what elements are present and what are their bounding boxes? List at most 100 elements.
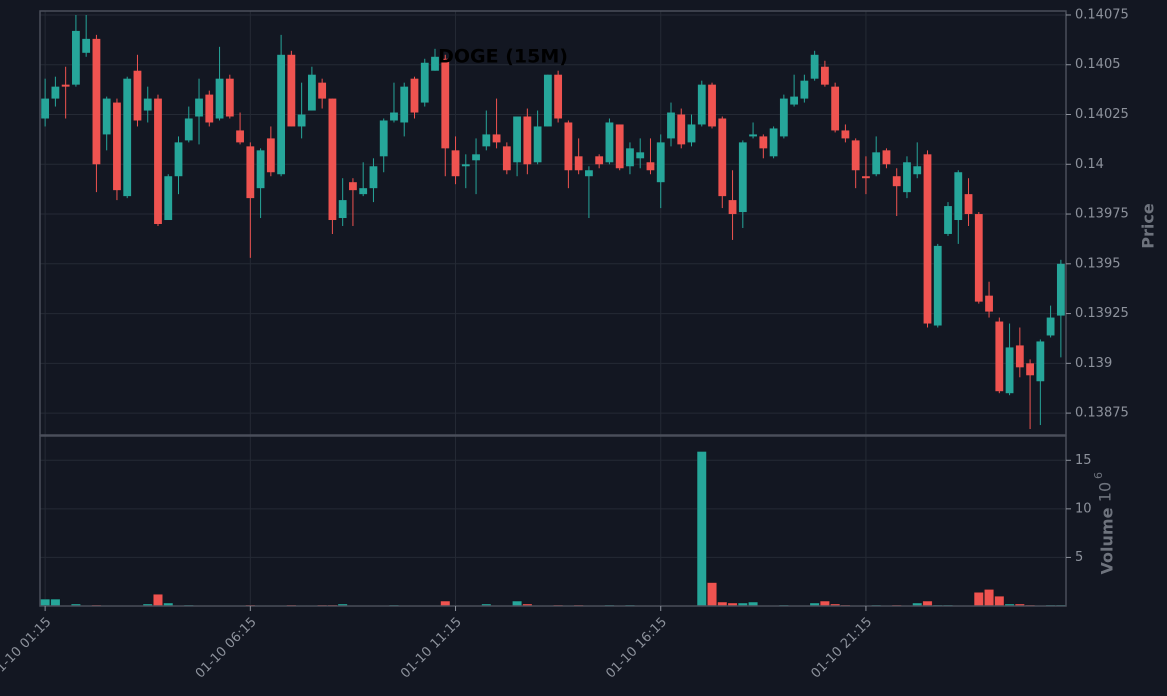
candle-body <box>595 156 604 165</box>
volume-bar <box>984 589 994 607</box>
candle-body <box>964 194 973 215</box>
candle-body <box>995 321 1004 392</box>
candle-body <box>92 38 101 165</box>
candle-body <box>41 98 50 119</box>
candle-body <box>410 78 419 113</box>
candle-body <box>687 124 696 143</box>
candle-body <box>523 116 532 165</box>
candle-body <box>636 152 645 159</box>
volume-offset-exponent: 6 <box>1092 472 1105 479</box>
candle-body <box>400 86 409 123</box>
candle-body <box>708 84 716 127</box>
candle-body <box>133 70 142 121</box>
candle-body <box>143 98 152 111</box>
candle-body <box>810 54 819 79</box>
candle-body <box>307 74 316 111</box>
candle-body <box>236 130 244 143</box>
candle-body <box>256 150 265 189</box>
candle-body <box>1036 341 1045 382</box>
candle-body <box>574 156 583 171</box>
candle-body <box>451 150 460 177</box>
y-axis-label: Price <box>1139 203 1158 249</box>
volume-bar <box>40 598 50 607</box>
candle-body <box>882 150 891 165</box>
candle-body <box>615 124 624 169</box>
candle-body <box>51 86 60 99</box>
y-tick-label: 0.1395 <box>1075 256 1121 271</box>
volume-axis-label: Volume <box>1098 507 1117 574</box>
candle-body <box>841 130 850 139</box>
candle-body <box>1046 317 1055 336</box>
x-tick-label: 01-10 06:15 <box>193 615 260 682</box>
candle-body <box>892 176 901 187</box>
candle-body <box>759 136 768 149</box>
volume-bar <box>973 592 984 607</box>
candle-body <box>862 176 870 179</box>
volume-bar <box>153 594 163 607</box>
candle-body <box>164 176 173 221</box>
grid <box>40 11 1066 606</box>
candle-body <box>903 162 911 193</box>
candle-body <box>431 56 439 71</box>
candle-body <box>656 142 665 183</box>
candle-body <box>502 146 511 171</box>
marks <box>40 14 1066 607</box>
candle-body <box>195 98 203 117</box>
volume-tick-label: 10 <box>1075 501 1092 516</box>
x-tick-label: 01-10 11:15 <box>398 615 465 682</box>
volume-tick-label: 15 <box>1075 453 1092 468</box>
candle-body <box>184 118 193 141</box>
chart-title: DOGE (15M) <box>438 46 568 68</box>
candle-body <box>923 154 932 324</box>
candle-body <box>543 74 552 127</box>
candle-body <box>72 30 80 85</box>
candle-body <box>390 112 398 121</box>
candle-body <box>944 206 952 234</box>
candle-body <box>338 200 347 219</box>
candle-body <box>738 142 747 213</box>
y-tick-label: 0.1405 <box>1075 57 1121 72</box>
candle-body <box>985 295 993 312</box>
candle-body <box>790 96 799 105</box>
candle-body <box>277 54 286 175</box>
candle-body <box>1015 345 1024 368</box>
candle-body <box>328 98 337 221</box>
candle-body <box>369 166 378 189</box>
candle-body <box>318 82 327 99</box>
candle-body <box>533 126 542 163</box>
candle-body <box>215 78 224 119</box>
candle-body <box>482 134 491 147</box>
candle-body <box>113 102 121 191</box>
candle-body <box>61 84 70 87</box>
candle-body <box>266 138 275 173</box>
candle-body <box>472 154 480 161</box>
candle-body <box>205 94 214 123</box>
candle-body <box>246 146 255 199</box>
volume-bar <box>707 582 717 607</box>
candle-body <box>287 54 296 127</box>
candle-body <box>154 98 162 224</box>
y-tick-label: 0.13975 <box>1075 207 1129 222</box>
y-tick-label: 0.14075 <box>1075 7 1129 22</box>
candle-body <box>1005 347 1014 394</box>
candle-body <box>349 182 357 191</box>
candle-body <box>718 118 727 197</box>
candle-body <box>492 134 501 143</box>
candle-body <box>420 62 429 103</box>
volume-bar <box>50 598 61 607</box>
candle-body <box>667 112 675 139</box>
candle-body <box>102 98 111 135</box>
candle-body <box>800 80 809 99</box>
candle-body <box>1026 363 1034 376</box>
y-tick-label: 0.14025 <box>1075 107 1129 122</box>
volume-panel-frame <box>39 435 1067 607</box>
volume-tick-label: 5 <box>1075 550 1083 565</box>
candle-body <box>123 78 132 197</box>
candle-body <box>585 170 593 177</box>
candle-body <box>564 122 573 171</box>
y-tick-label: 0.13875 <box>1075 406 1129 421</box>
price-panel-frame <box>39 10 1067 436</box>
candle-body <box>769 128 778 157</box>
candle-body <box>933 245 942 326</box>
candle-body <box>749 134 757 137</box>
